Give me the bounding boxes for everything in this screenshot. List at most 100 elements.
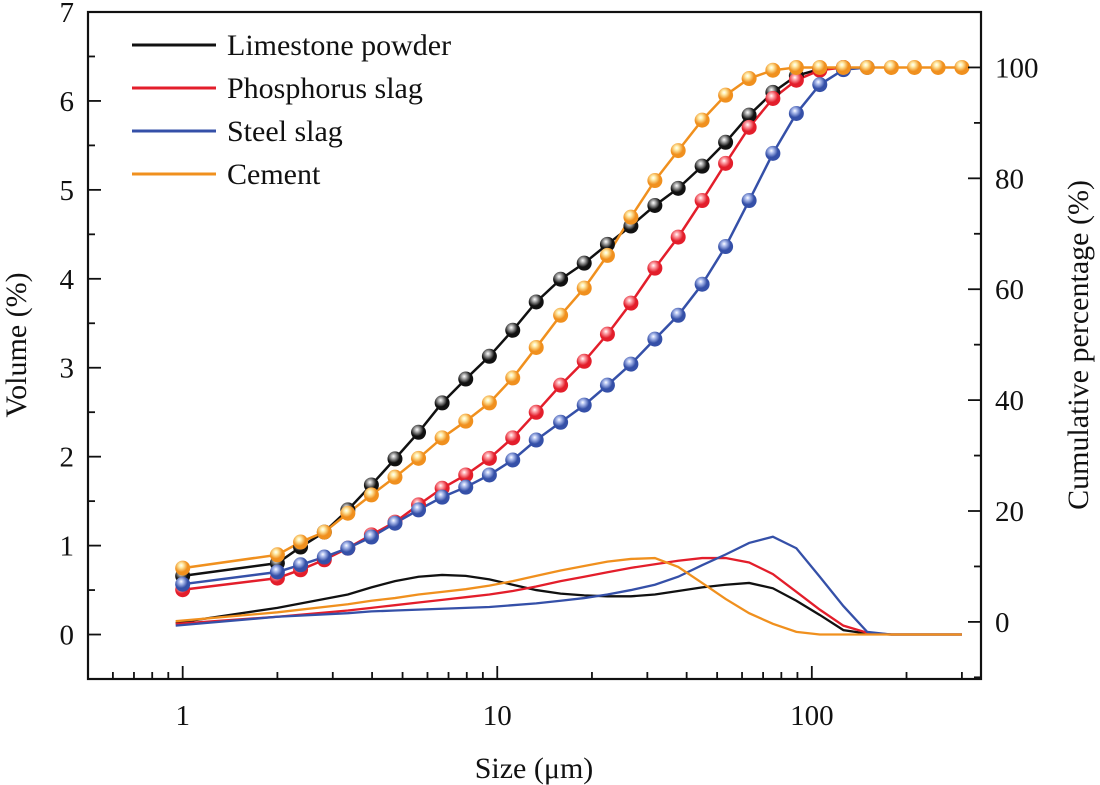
cumulative-point-steel-slag <box>528 432 544 448</box>
cumulative-point-cement <box>623 209 639 225</box>
cumulative-point-cement <box>835 59 851 75</box>
cumulative-point-steel-slag <box>316 549 332 565</box>
cumulative-point-steel-slag <box>718 239 734 255</box>
cumulative-point-steel-slag <box>411 502 427 518</box>
legend-label: Steel slag <box>227 115 343 148</box>
y-tick-label: 6 <box>60 86 75 118</box>
cumulative-point-cement <box>528 339 544 355</box>
y-right-tick-label: 40 <box>995 385 1024 417</box>
frequency-line-cement <box>175 556 962 636</box>
cumulative-point-steel-slag <box>340 540 356 556</box>
cumulative-point-steel-slag <box>765 145 781 161</box>
legend-label: Phosphorus slag <box>227 72 423 105</box>
cumulative-point-cement <box>293 534 309 550</box>
cumulative-point-steel-slag <box>458 479 474 495</box>
frequency-line-steel-slag <box>175 535 962 636</box>
y-right-tick-label: 100 <box>995 52 1039 84</box>
cumulative-point-cement <box>694 112 710 128</box>
cumulative-point-limestone-powder <box>387 451 403 467</box>
cumulative-point-phosphorus-slag <box>553 377 569 393</box>
cumulative-point-cement <box>458 413 474 429</box>
y-right-tick-label: 80 <box>995 163 1024 195</box>
cumulative-point-cement <box>718 87 734 103</box>
cumulative-point-limestone-powder <box>694 158 710 174</box>
x-tick-label: 1 <box>175 700 190 732</box>
cumulative-point-limestone-powder <box>434 395 450 411</box>
cumulative-point-phosphorus-slag <box>765 90 781 106</box>
cumulative-point-cement <box>387 469 403 485</box>
cumulative-point-cement <box>363 487 379 503</box>
y-tick-label: 4 <box>60 264 75 296</box>
cumulative-point-phosphorus-slag <box>528 404 544 420</box>
cumulative-point-limestone-powder <box>528 294 544 310</box>
cumulative-point-phosphorus-slag <box>576 353 592 369</box>
x-axis-title: Size (μm) <box>475 752 594 785</box>
cumulative-point-phosphorus-slag <box>505 430 521 446</box>
cumulative-point-cement <box>859 59 875 75</box>
cumulative-point-cement <box>788 59 804 75</box>
legend: Limestone powder Phosphorus slag Steel sla… <box>132 29 451 191</box>
cumulative-point-cement <box>906 59 922 75</box>
cumulative-point-steel-slag <box>481 467 497 483</box>
cumulative-point-phosphorus-slag <box>718 155 734 171</box>
cumulative-point-steel-slag <box>599 377 615 393</box>
cumulative-point-cement <box>670 143 686 159</box>
y-axis-title: Volume (%) <box>0 272 33 417</box>
cumulative-point-limestone-powder <box>741 107 757 123</box>
cumulative-point-cement <box>411 450 427 466</box>
y-tick-label: 2 <box>60 442 75 474</box>
cumulative-point-limestone-powder <box>481 348 497 364</box>
cumulative-point-limestone-powder <box>458 371 474 387</box>
cumulative-point-cement <box>812 59 828 75</box>
cumulative-point-steel-slag <box>434 489 450 505</box>
cumulative-point-steel-slag <box>576 397 592 413</box>
cumulative-point-phosphorus-slag <box>623 295 639 311</box>
legend-label: Limestone powder <box>227 29 451 62</box>
cumulative-point-steel-slag <box>293 557 309 573</box>
cumulative-point-cement <box>340 505 356 521</box>
legend-label: Cement <box>227 158 321 191</box>
y-tick-label: 0 <box>60 620 75 652</box>
cumulative-point-phosphorus-slag <box>788 72 804 88</box>
cumulative-point-cement <box>481 395 497 411</box>
cumulative-point-phosphorus-slag <box>694 193 710 209</box>
y-right-tick-label: 0 <box>995 607 1010 639</box>
cumulative-point-cement <box>930 59 946 75</box>
cumulative-point-limestone-powder <box>718 134 734 150</box>
cumulative-point-phosphorus-slag <box>481 450 497 466</box>
y-tick-label: 3 <box>60 353 75 385</box>
y-tick-label: 5 <box>60 175 75 207</box>
cumulative-point-cement <box>175 560 191 576</box>
cumulative-point-limestone-powder <box>647 198 663 214</box>
cumulative-point-steel-slag <box>505 452 521 468</box>
cumulative-point-cement <box>741 71 757 87</box>
cumulative-point-steel-slag <box>363 529 379 545</box>
x-tick-label: 100 <box>790 700 834 732</box>
cumulative-point-cement <box>434 430 450 446</box>
frequency-line-phosphorus-slag <box>175 556 962 636</box>
cumulative-point-steel-slag <box>670 307 686 323</box>
cumulative-point-cement <box>553 307 569 323</box>
cumulative-point-limestone-powder <box>411 424 427 440</box>
cumulative-point-cement <box>269 547 285 563</box>
cumulative-point-cement <box>505 370 521 386</box>
cumulative-point-limestone-powder <box>670 180 686 196</box>
cumulative-point-phosphorus-slag <box>670 229 686 245</box>
x-tick-label: 10 <box>483 700 512 732</box>
cumulative-point-cement <box>883 59 899 75</box>
cumulative-point-steel-slag <box>647 331 663 347</box>
cumulative-point-steel-slag <box>812 77 828 93</box>
cumulative-point-phosphorus-slag <box>599 326 615 342</box>
cumulative-point-steel-slag <box>269 564 285 580</box>
cumulative-point-steel-slag <box>741 193 757 209</box>
cumulative-point-steel-slag <box>694 276 710 292</box>
y-axis-right-title: Cumulative percentage (%) <box>1062 180 1095 510</box>
y-right-tick-label: 20 <box>995 496 1024 528</box>
cumulative-point-steel-slag <box>788 105 804 121</box>
frequency-line-limestone-powder <box>175 573 962 636</box>
cumulative-point-cement <box>765 62 781 78</box>
plot-area <box>175 59 970 636</box>
y-tick-label: 1 <box>60 531 75 563</box>
axes: 1 10 100 0 1 2 3 4 5 6 7 0 20 40 60 80 100 <box>60 0 1039 732</box>
